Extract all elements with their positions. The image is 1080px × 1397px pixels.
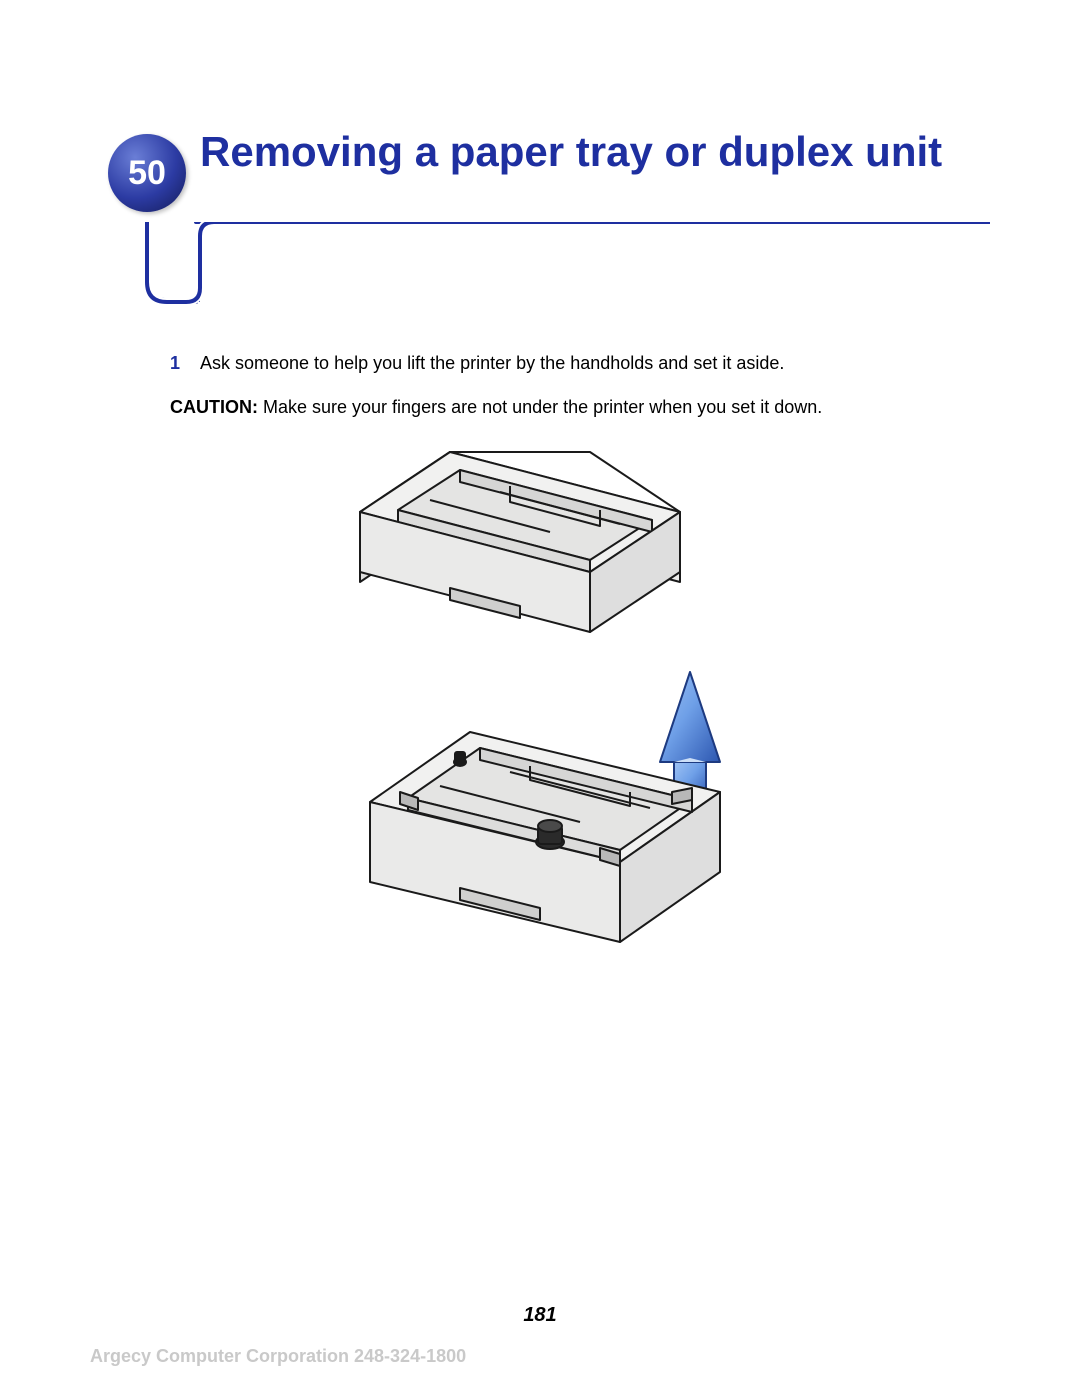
- page-title: Removing a paper tray or duplex unit: [200, 130, 960, 174]
- title-block: Removing a paper tray or duplex unit: [200, 130, 960, 174]
- lower-tray: [370, 732, 720, 942]
- section-badge: 50: [108, 134, 186, 212]
- header-rule: [90, 222, 990, 382]
- page-number: 181: [0, 1304, 1080, 1327]
- caution-text: Make sure your fingers are not under the…: [258, 397, 822, 417]
- header: 50 Removing a paper tray or duplex unit: [90, 140, 990, 260]
- document-page: 50 Removing a paper tray or duplex unit …: [0, 0, 1080, 1397]
- badge-number: 50: [108, 134, 186, 212]
- tray-separation-diagram: [300, 442, 820, 1002]
- caution-label: CAUTION:: [170, 397, 258, 417]
- caution-line: CAUTION: Make sure your fingers are not …: [170, 394, 950, 420]
- content-area: 1 Ask someone to help you lift the print…: [90, 350, 990, 1002]
- upper-tray: [360, 452, 680, 632]
- footer-text: Argecy Computer Corporation 248-324-1800: [90, 1346, 466, 1367]
